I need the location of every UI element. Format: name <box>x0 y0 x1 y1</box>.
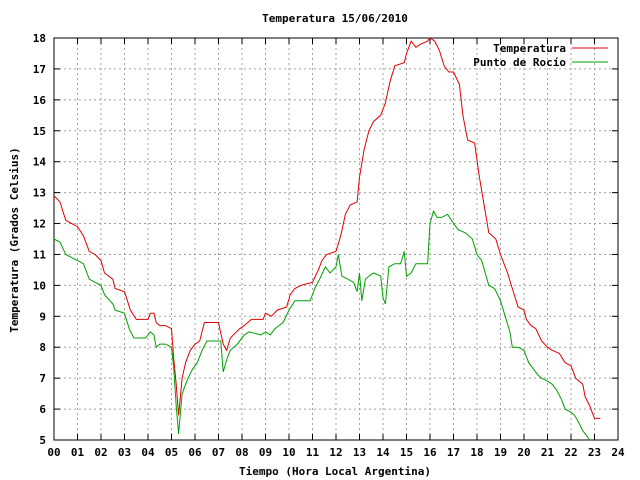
x-tick-label: 12 <box>329 446 342 459</box>
y-tick-label: 16 <box>33 94 47 107</box>
legend-label: Temperatura <box>493 42 566 55</box>
x-tick-label: 07 <box>212 446 225 459</box>
x-tick-label: 14 <box>376 446 390 459</box>
grid-lines <box>54 38 618 440</box>
axis-ticks: 00 01 02 03 04 05 06 07 08 09 10 11 12 13 14 15 16 17 18 19… <box>33 32 625 459</box>
y-tick-label: 18 <box>33 32 46 45</box>
x-tick-label: 00 <box>47 446 60 459</box>
x-tick-label: 03 <box>118 446 131 459</box>
y-tick-label: 14 <box>33 156 47 169</box>
x-tick-label: 10 <box>282 446 295 459</box>
x-tick-label: 05 <box>165 446 178 459</box>
y-tick-label: 17 <box>33 63 46 76</box>
x-tick-label: 11 <box>306 446 320 459</box>
y-tick-label: 11 <box>33 248 47 261</box>
y-tick-label: 15 <box>33 125 46 138</box>
y-tick-label: 7 <box>39 372 46 385</box>
y-axis-label: Temperatura (Grados Celsius) <box>8 147 21 332</box>
series-line-punto-de-rocio <box>53 209 591 441</box>
x-tick-label: 09 <box>259 446 272 459</box>
x-tick-label: 08 <box>235 446 248 459</box>
y-tick-label: 8 <box>39 341 46 354</box>
x-tick-label: 06 <box>188 446 202 459</box>
x-tick-label: 01 <box>71 446 85 459</box>
x-tick-label: 19 <box>494 446 507 459</box>
x-tick-label: 18 <box>470 446 483 459</box>
x-tick-label: 22 <box>564 446 577 459</box>
x-tick-label: 23 <box>588 446 601 459</box>
series-line-temperatura <box>53 37 601 419</box>
x-tick-label: 21 <box>541 446 555 459</box>
y-tick-label: 10 <box>33 279 46 292</box>
y-tick-label: 5 <box>39 434 46 447</box>
x-tick-label: 16 <box>423 446 437 459</box>
x-axis-label: Tiempo (Hora Local Argentina) <box>239 465 431 478</box>
x-tick-label: 24 <box>611 446 625 459</box>
x-tick-label: 20 <box>517 446 530 459</box>
series-lines <box>53 37 601 441</box>
chart-title: Temperatura 15/06/2010 <box>262 12 408 25</box>
x-tick-label: 13 <box>353 446 366 459</box>
x-tick-label: 04 <box>141 446 155 459</box>
x-tick-label: 15 <box>400 446 413 459</box>
y-tick-label: 12 <box>33 218 46 231</box>
x-tick-label: 02 <box>94 446 107 459</box>
x-tick-label: 17 <box>447 446 460 459</box>
y-tick-label: 13 <box>33 187 46 200</box>
y-tick-label: 9 <box>39 310 46 323</box>
y-tick-label: 6 <box>39 403 46 416</box>
legend-label: Punto de Rocío <box>473 56 566 69</box>
